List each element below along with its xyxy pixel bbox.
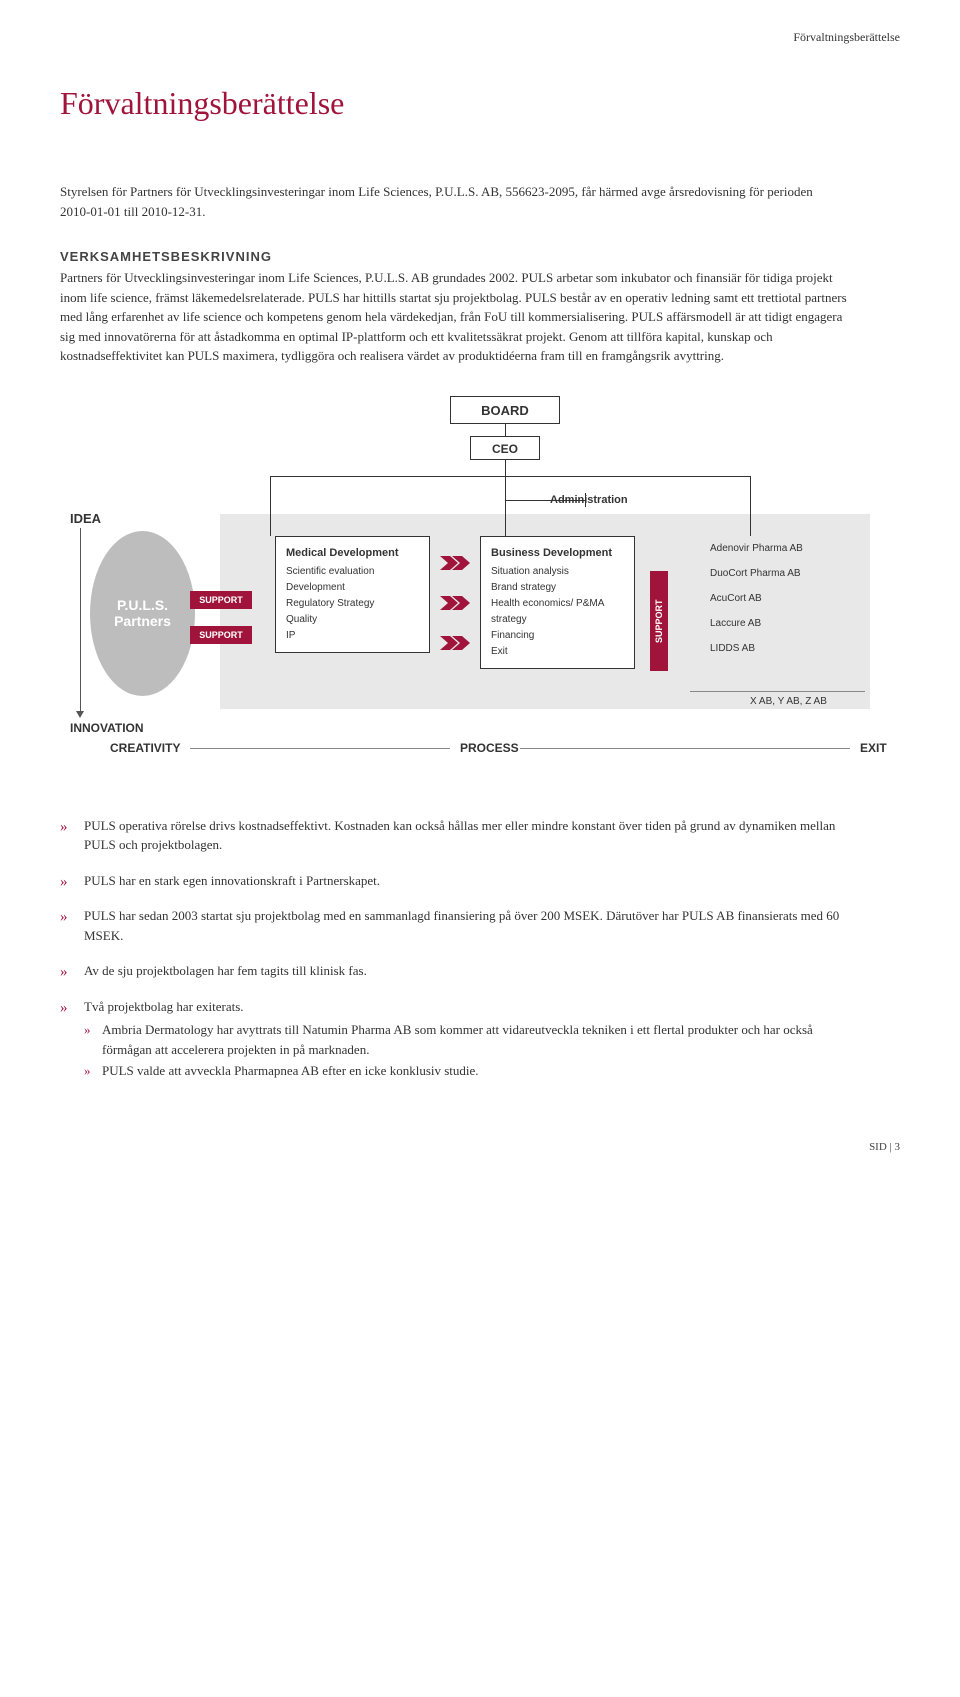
company-list: Adenovir Pharma AB DuoCort Pharma AB Acu… <box>710 536 803 661</box>
connector-line <box>505 424 506 436</box>
puls-partners-ellipse: P.U.L.S. Partners <box>90 531 195 696</box>
board-box: BOARD <box>450 396 560 424</box>
dept1-item: Development <box>286 580 419 596</box>
chevron-icon <box>440 556 470 570</box>
flow-line <box>190 748 450 749</box>
idea-label: IDEA <box>70 511 101 526</box>
bullet-text: Två projektbolag har exiterats. <box>84 999 244 1014</box>
flow-line <box>520 748 850 749</box>
org-diagram: BOARD CEO Administration IDEA P.U.L.S. P… <box>70 396 890 766</box>
dept2-item: Exit <box>491 644 624 660</box>
ellipse-line1: P.U.L.S. <box>117 597 168 613</box>
admin-label: Administration <box>550 494 628 506</box>
support-vertical-tab: SUPPORT <box>650 571 668 671</box>
sub-bullet-list: Ambria Dermatology har avyttrats till Na… <box>84 1020 850 1081</box>
connector-line <box>505 476 506 536</box>
company-item: AcuCort AB <box>710 586 803 611</box>
page-header-right: Förvaltningsberättelse <box>60 30 900 45</box>
ellipse-line2: Partners <box>114 613 171 629</box>
company-item: Adenovir Pharma AB <box>710 536 803 561</box>
creativity-label: CREATIVITY <box>110 741 180 755</box>
dept2-item: Financing <box>491 628 624 644</box>
divider-line <box>690 691 865 692</box>
bullet-item: PULS har en stark egen innovationskraft … <box>60 871 850 891</box>
innovation-label: INNOVATION <box>70 721 144 735</box>
intro-paragraph: Styrelsen för Partners för Utvecklingsin… <box>60 182 820 221</box>
company-item: LIDDS AB <box>710 636 803 661</box>
dept2-title: Business Development <box>491 545 624 563</box>
business-development-box: Business Development Situation analysis … <box>480 536 635 670</box>
page-footer: SID | 3 <box>60 1141 900 1153</box>
chevron-icon <box>440 596 470 610</box>
chevron-icon <box>440 636 470 650</box>
idea-arrow-head <box>76 711 84 718</box>
process-label: PROCESS <box>460 741 519 755</box>
company-item: DuoCort Pharma AB <box>710 561 803 586</box>
bullet-item: Av de sju projektbolagen har fem tagits … <box>60 961 850 981</box>
section-heading: VERKSAMHETSBESKRIVNING <box>60 249 900 264</box>
dept2-item: Health economics/ P&MA strategy <box>491 596 624 628</box>
sub-bullet-item: Ambria Dermatology har avyttrats till Na… <box>84 1020 850 1059</box>
body-paragraph: Partners för Utvecklingsinvesteringar in… <box>60 268 850 366</box>
dept1-item: Regulatory Strategy <box>286 596 419 612</box>
xab-label: X AB, Y AB, Z AB <box>750 696 827 707</box>
dept1-title: Medical Development <box>286 545 419 563</box>
dept2-item: Situation analysis <box>491 564 624 580</box>
dept2-item: Brand strategy <box>491 580 624 596</box>
connector-line <box>505 460 506 476</box>
company-item: Laccure AB <box>710 611 803 636</box>
bullet-item: PULS har sedan 2003 startat sju projektb… <box>60 906 850 945</box>
ceo-box: CEO <box>470 436 540 460</box>
idea-arrow-line <box>80 528 81 713</box>
bullet-item: Två projektbolag har exiterats. Ambria D… <box>60 997 850 1081</box>
exit-label: EXIT <box>860 741 887 755</box>
bullet-list: PULS operativa rörelse drivs kostnadseff… <box>60 816 850 1081</box>
support-tab-2: SUPPORT <box>190 626 252 644</box>
connector-line <box>270 476 750 477</box>
page-title: Förvaltningsberättelse <box>60 85 900 122</box>
dept1-item: Scientific evaluation <box>286 564 419 580</box>
sub-bullet-item: PULS valde att avveckla Pharmapnea AB ef… <box>84 1061 850 1081</box>
connector-line <box>750 476 751 536</box>
dept1-item: IP <box>286 628 419 644</box>
bullet-item: PULS operativa rörelse drivs kostnadseff… <box>60 816 850 855</box>
connector-line <box>270 476 271 536</box>
support-tab-1: SUPPORT <box>190 591 252 609</box>
medical-development-box: Medical Development Scientific evaluatio… <box>275 536 430 654</box>
dept1-item: Quality <box>286 612 419 628</box>
